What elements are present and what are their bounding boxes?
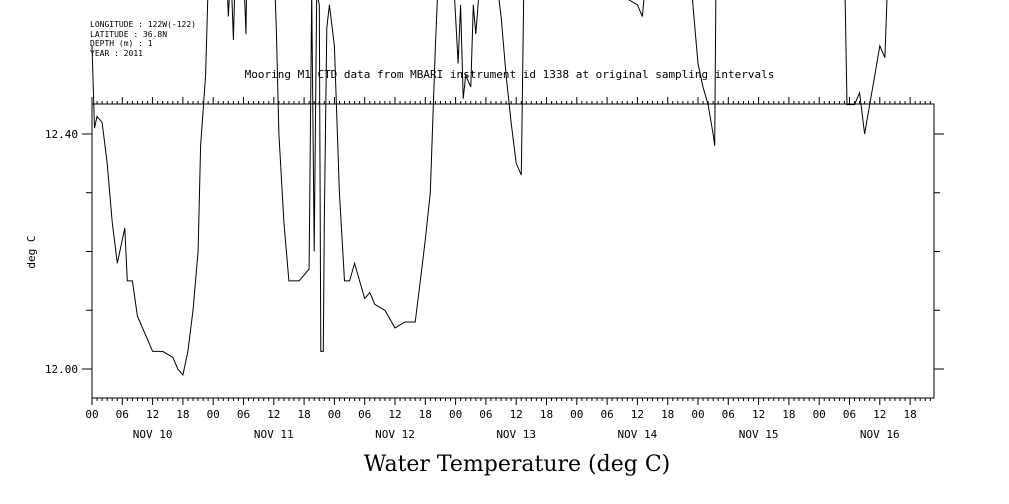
- x-hour-label: 06: [843, 408, 856, 421]
- x-day-label: NOV 10: [133, 428, 173, 441]
- x-day-label: NOV 16: [860, 428, 900, 441]
- x-hour-label: 00: [691, 408, 704, 421]
- x-hour-label: 00: [449, 408, 462, 421]
- x-hour-label: 18: [176, 408, 189, 421]
- x-hour-label: 00: [813, 408, 826, 421]
- x-hour-label: 06: [237, 408, 250, 421]
- x-hour-label: 18: [903, 408, 916, 421]
- x-hour-label: 12: [146, 408, 159, 421]
- x-day-label: NOV 11: [254, 428, 294, 441]
- x-hour-label: 00: [85, 408, 98, 421]
- meta-line-longitude: LONGITUDE : 122W(-122): [90, 20, 196, 29]
- plot-frame: [91, 103, 935, 399]
- axis-ticks: [82, 97, 944, 405]
- metadata-block: LONGITUDE : 122W(-122) LATITUDE : 36.8N DE…: [90, 20, 196, 58]
- meta-line-latitude: LATITUDE : 36.8N: [90, 29, 168, 39]
- series-line: [91, 0, 888, 376]
- x-hour-label: 00: [570, 408, 583, 421]
- x-hour-label: 06: [722, 408, 735, 421]
- x-tick-labels: 00 06 12 18 00 06 12 18 00 06 12 18 00 06 12 18 00 06 12 18…: [85, 408, 916, 441]
- x-hour-label: 18: [661, 408, 674, 421]
- x-day-label: NOV 12: [375, 428, 415, 441]
- x-hour-label: 18: [297, 408, 310, 421]
- x-hour-label: 00: [207, 408, 220, 421]
- x-hour-label: 12: [510, 408, 523, 421]
- chart-title: Mooring M1 CTD data from MBARI instrumen…: [244, 68, 775, 81]
- x-hour-label: 06: [116, 408, 129, 421]
- x-hour-label: 18: [419, 408, 432, 421]
- meta-line-depth: DEPTH (m) : 1: [90, 39, 153, 48]
- x-hour-label: 12: [267, 408, 280, 421]
- y-tick-label: 12.40: [45, 128, 78, 141]
- x-hour-label: 12: [631, 408, 644, 421]
- x-hour-label: 18: [540, 408, 553, 421]
- x-day-label: NOV 13: [496, 428, 536, 441]
- x-hour-label: 18: [782, 408, 795, 421]
- x-hour-label: 06: [600, 408, 613, 421]
- x-hour-label: 06: [479, 408, 492, 421]
- bottom-title: Water Temperature (deg C): [363, 452, 671, 477]
- x-hour-label: 00: [328, 408, 341, 421]
- x-hour-label: 12: [873, 408, 886, 421]
- x-day-label: NOV 14: [618, 428, 658, 441]
- x-hour-label: 06: [358, 408, 371, 421]
- y-axis-label: deg C: [25, 235, 38, 268]
- x-hour-label: 12: [752, 408, 765, 421]
- y-tick-label: 12.00: [45, 363, 78, 376]
- x-hour-label: 12: [388, 408, 401, 421]
- meta-line-year: YEAR : 2011: [90, 48, 143, 58]
- x-day-label: NOV 15: [739, 428, 779, 441]
